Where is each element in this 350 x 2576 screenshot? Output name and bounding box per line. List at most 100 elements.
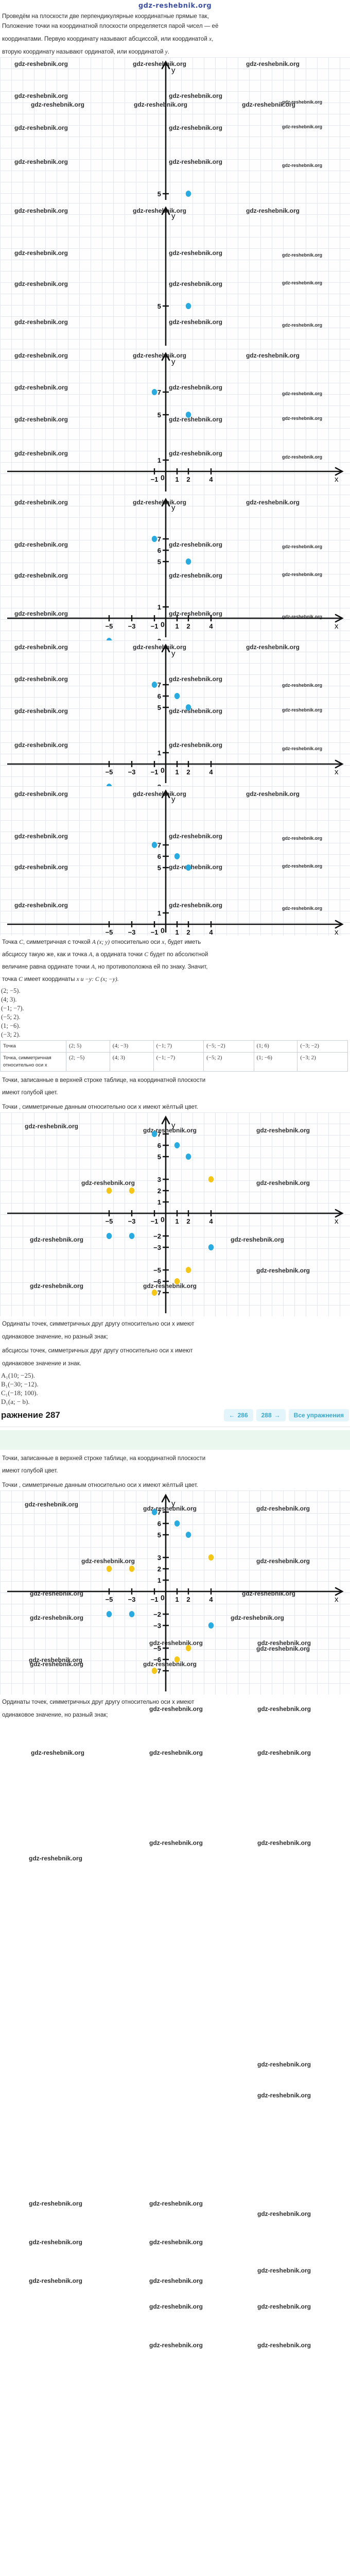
- data-point: [106, 1566, 112, 1572]
- y-tick-label: 1: [157, 909, 161, 917]
- y-tick-label: −6: [153, 1656, 161, 1664]
- y-tick-label: 5: [157, 411, 161, 419]
- data-point: [151, 1668, 157, 1674]
- coordinate-plane-block: xy0−5−3−11241567−2−3gdz-reshebnik.orggdz…: [0, 640, 350, 786]
- data-point: [208, 1554, 214, 1561]
- coordinate-plane-block: xy01215gdz-reshebnik.orggdz-reshebnik.or…: [0, 57, 350, 203]
- watermark-text: gdz-reshebnik.org: [31, 1749, 85, 1756]
- x-tick-label: 1: [175, 768, 179, 776]
- data-point: [185, 1532, 191, 1538]
- data-point: [208, 1244, 214, 1250]
- coordinate-plane-plane-2: xy012415−3: [157, 206, 191, 349]
- x-tick-label: 1: [175, 1596, 179, 1603]
- conclusion-line-2: одинаковое значение, но разный знак;: [2, 1334, 108, 1340]
- y-axis-label: y: [171, 503, 176, 512]
- x-tick-label: −1: [151, 622, 159, 630]
- x-tick-label: −1: [151, 768, 159, 776]
- prev-exercise-button[interactable]: ← 286: [223, 1409, 253, 1421]
- table-cell-symmetric-point: (2; −5): [66, 1052, 110, 1072]
- watermark-text: gdz-reshebnik.org: [149, 1749, 203, 1756]
- y-tick-label: 1: [157, 1577, 161, 1584]
- data-point: [185, 558, 191, 565]
- table-cell-point: (−5; −2): [203, 1040, 254, 1053]
- y-tick-label: 6: [157, 853, 161, 860]
- y-tick-label: 7: [157, 681, 161, 689]
- y-axis-label: y: [171, 212, 176, 221]
- data-point: [208, 1622, 214, 1629]
- next-exercise-label: 288: [261, 1412, 272, 1419]
- table-row: Точка, симметричная относительно оси x (2…: [0, 1052, 348, 1072]
- x-tick-label: 1: [175, 622, 179, 630]
- origin-label: 0: [161, 620, 165, 629]
- y-tick-label: 5: [157, 1153, 161, 1161]
- intro-line-2: Положение точки на координатной плоскост…: [2, 23, 219, 29]
- watermark-text: gdz-reshebnik.org: [29, 1855, 83, 1862]
- y-tick-label: 7: [157, 535, 161, 543]
- y-tick-label: 1: [157, 456, 161, 464]
- x-tick-label: 2: [186, 476, 190, 483]
- y-tick-label: 6: [157, 692, 161, 700]
- data-point: [151, 1509, 157, 1515]
- y-tick-label: −6: [153, 1278, 161, 1285]
- final-point-item: A₁(10; −25).: [1, 1371, 36, 1379]
- symmetry-table-host: Точка (2; 5) (4; −3) (−1; 7) (−5; −2) (1; 6)(…: [0, 1040, 350, 1072]
- data-point: [185, 412, 191, 418]
- y-tick-label: 3: [157, 1176, 161, 1183]
- explanation-block: Точка C, симметричная с точкой A (x; y) …: [0, 938, 350, 985]
- next-exercise-button[interactable]: 288 →: [256, 1409, 286, 1421]
- all-exercises-button[interactable]: Все упражнения: [288, 1409, 349, 1421]
- coordinate-plane-block: xy012415−3gdz-reshebnik.orggdz-reshebnik…: [0, 203, 350, 349]
- y-tick-label: 3: [157, 1554, 161, 1562]
- conclusion-line-1: Ординаты точек, симметричных друг другу …: [2, 1321, 195, 1327]
- x-tick-label: −5: [106, 1596, 113, 1603]
- math-y-1: y: [165, 49, 168, 55]
- y-tick-label: 5: [157, 704, 161, 711]
- y-tick-label: 1: [157, 749, 161, 757]
- y-axis-label: y: [171, 795, 176, 804]
- intro-line-1: Проведём на плоскости две перпендикулярн…: [2, 13, 209, 20]
- x-tick-label: 2: [186, 768, 190, 776]
- explain-line-1: Точка C, симметричная с точкой A (x; y) …: [2, 939, 201, 945]
- table-row-label-points: Точка: [0, 1040, 66, 1053]
- data-point: [129, 1188, 135, 1194]
- table-cell-point: (1; 6): [253, 1040, 298, 1053]
- y-tick-label: 5: [157, 190, 161, 198]
- y-tick-label: −2: [153, 783, 161, 786]
- x-axis-label: x: [335, 622, 339, 631]
- x-axis-label: x: [335, 475, 339, 484]
- green-highlight-band: [0, 1430, 350, 1450]
- watermark-text: gdz-reshebnik.org: [149, 2239, 203, 2246]
- x-tick-label: −3: [128, 768, 136, 776]
- x-tick-label: −1: [151, 476, 159, 483]
- data-point: [151, 682, 157, 688]
- x-tick-label: 4: [209, 1596, 213, 1603]
- blue-note-line-1-repeat: Точки, записанные в верхней строке табли…: [2, 1455, 206, 1462]
- exercise-title: ражнение 287: [1, 1410, 60, 1420]
- arrow-right-icon: →: [274, 1412, 281, 1419]
- y-axis-label: y: [171, 358, 176, 366]
- watermark-text: gdz-reshebnik.org: [149, 2342, 203, 2349]
- table-cell-point: (4; −3): [109, 1040, 154, 1053]
- origin-label: 0: [161, 1215, 165, 1224]
- y-tick-label: 6: [157, 1520, 161, 1528]
- intro-paragraph: Проведём на плоскости две перпендикулярн…: [0, 11, 350, 57]
- y-tick-label: 7: [157, 1130, 161, 1138]
- table-cell-symmetric-point: (−3; 2): [297, 1052, 348, 1072]
- y-axis-label: y: [171, 649, 176, 658]
- data-point: [106, 784, 112, 786]
- mirrored-answer-item: (−3; 2).: [1, 1031, 21, 1038]
- origin-label: 0: [161, 473, 165, 482]
- conclusion-line-3: абсциссы точек, симметричных друг другу …: [2, 1348, 193, 1354]
- origin-label: 0: [161, 766, 165, 774]
- blue-note-line-2: имеют голубой цвет.: [2, 1090, 58, 1096]
- final-point-item: B₁(−30; −12).: [1, 1380, 39, 1388]
- y-tick-label: 5: [157, 864, 161, 872]
- data-point: [185, 1645, 191, 1651]
- prev-exercise-label: 286: [237, 1412, 248, 1419]
- watermark-text: gdz-reshebnik.org: [149, 2200, 203, 2207]
- data-point: [208, 1176, 214, 1182]
- x-tick-label: −3: [128, 622, 136, 630]
- data-point: [129, 1611, 135, 1617]
- data-point: [106, 638, 112, 640]
- intro-line-3: координатами. Первую координату называют…: [2, 36, 214, 42]
